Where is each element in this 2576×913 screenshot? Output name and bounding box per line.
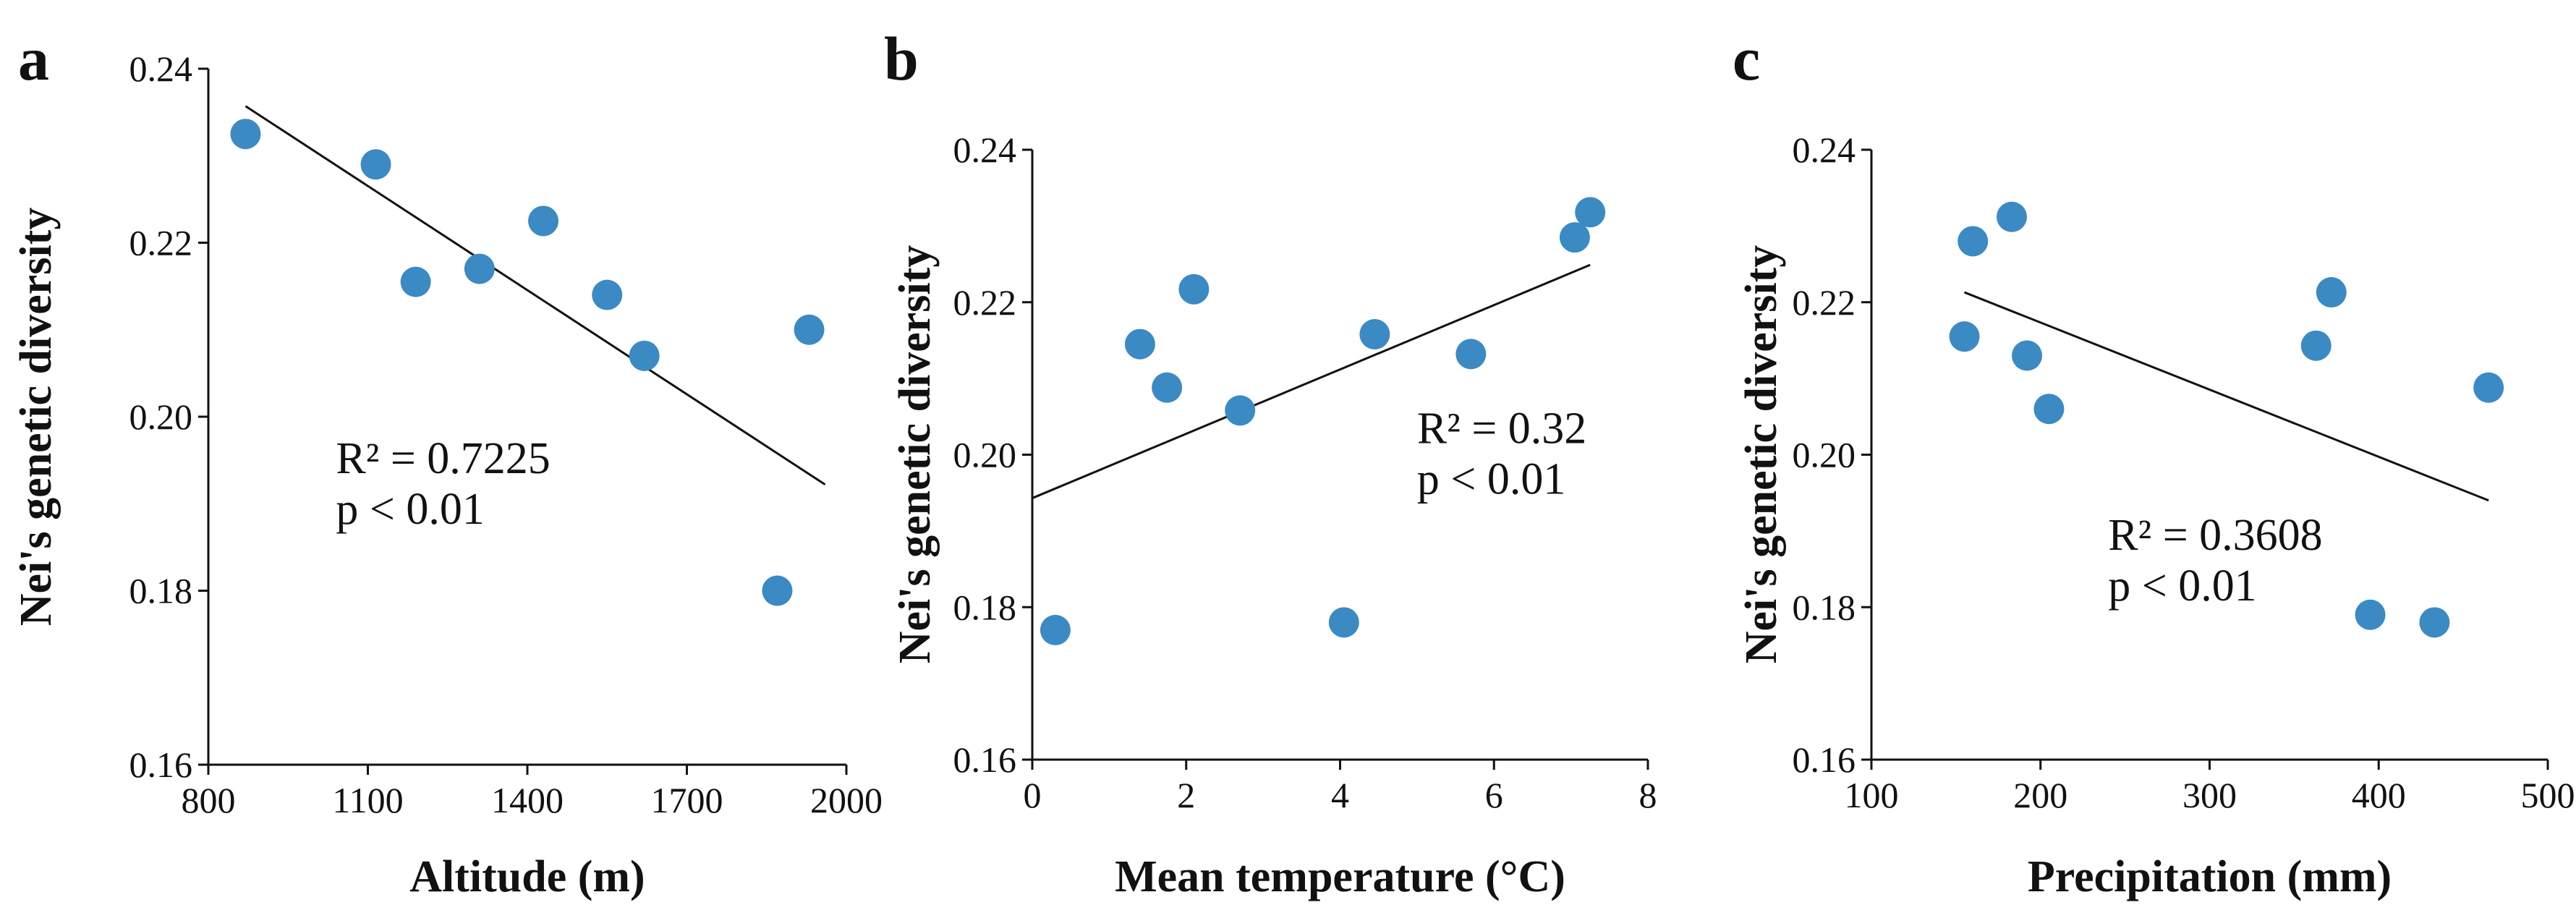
y-tick-label: 0.16 [129, 744, 193, 785]
data-point [1328, 607, 1359, 638]
x-tick-label: 100 [1845, 775, 1899, 815]
p-value-label: p < 0.01 [1417, 455, 1565, 504]
data-point [2355, 599, 2386, 630]
x-axis-title: Altitude (m) [409, 852, 645, 901]
x-tick-label: 2 [1177, 775, 1195, 815]
x-axis-title: Precipitation (mm) [2028, 852, 2392, 901]
y-tick-label: 0.22 [953, 282, 1017, 323]
data-point [360, 149, 391, 180]
data-point [1225, 395, 1256, 426]
r-squared-label: R² = 0.3608 [2108, 511, 2322, 560]
data-point [1957, 226, 1989, 257]
data-point [762, 575, 793, 606]
data-point [528, 205, 559, 237]
data-point [629, 340, 660, 371]
y-axis-title: Nei's genetic diversity [12, 208, 61, 627]
data-point [1559, 222, 1590, 253]
data-point [464, 253, 495, 284]
data-point [2033, 394, 2065, 425]
p-value-label: p < 0.01 [2108, 561, 2256, 611]
r-squared-label: R² = 0.7225 [336, 434, 550, 483]
x-axis-title: Mean temperature (°C) [1115, 852, 1565, 901]
data-point [2316, 277, 2347, 308]
data-point [1040, 614, 1071, 645]
data-point [1152, 372, 1183, 403]
data-point [1455, 339, 1487, 370]
data-point [794, 314, 825, 345]
x-tick-label: 1400 [491, 780, 564, 820]
data-point [1178, 273, 1210, 305]
x-tick-label: 2000 [810, 780, 883, 820]
y-tick-label: 0.18 [953, 587, 1017, 627]
y-tick-label: 0.16 [1793, 739, 1856, 780]
x-tick-label: 6 [1485, 775, 1503, 815]
x-tick-label: 300 [2182, 775, 2237, 815]
x-tick-label: 200 [2013, 775, 2067, 815]
panel-b: b 0.16 0.18 0.20 0.22 0.24 0 2 4 6 8 Mean temperatu… [884, 24, 1657, 901]
x-tick-label: 4 [1331, 775, 1349, 815]
data-point [230, 119, 261, 150]
data-point [1997, 201, 2028, 232]
x-tick-label: 500 [2521, 775, 2575, 815]
x-tick-label: 400 [2352, 775, 2406, 815]
y-tick-label: 0.24 [953, 129, 1017, 170]
trend-line [1964, 291, 2489, 502]
data-point [592, 279, 623, 310]
y-axis-title: Nei's genetic diversity [1737, 245, 1786, 664]
data-point [400, 266, 431, 297]
data-point [2012, 340, 2043, 371]
y-tick-label: 0.22 [1793, 282, 1856, 323]
panel-letter: a [18, 24, 49, 93]
data-point [2473, 372, 2504, 403]
y-tick-label: 0.24 [1793, 129, 1856, 170]
y-tick-label: 0.20 [129, 396, 193, 437]
y-tick-label: 0.18 [1793, 587, 1856, 627]
x-tick-label: 0 [1024, 775, 1042, 815]
p-value-label: p < 0.01 [336, 485, 484, 534]
x-tick-label: 1700 [651, 780, 723, 820]
panel-c: c 0.16 0.18 0.20 0.22 0.24 100 200 300 400 500 Prec… [1733, 24, 2575, 901]
data-point [1575, 197, 1606, 228]
y-tick-label: 0.20 [953, 435, 1017, 475]
y-tick-label: 0.20 [1793, 435, 1856, 475]
x-tick-label: 1100 [332, 780, 403, 820]
panel-letter: c [1733, 24, 1760, 93]
data-point [2419, 607, 2450, 638]
y-tick-label: 0.24 [129, 48, 193, 89]
panel-a: a 0.16 0.18 0.20 0.22 0.24 800 1100 1400 1700 2000… [12, 24, 883, 901]
x-tick-label: 800 [182, 780, 236, 820]
data-point [2300, 330, 2331, 361]
x-tick-label: 8 [1639, 775, 1657, 815]
y-tick-label: 0.18 [129, 571, 193, 611]
panel-letter: b [884, 24, 919, 93]
y-axis-title: Nei's genetic diversity [890, 245, 940, 664]
trend-line [1032, 263, 1591, 499]
data-point [1949, 321, 1980, 352]
y-tick-label: 0.16 [953, 739, 1017, 780]
data-point [1359, 319, 1390, 350]
trend-line [245, 105, 826, 486]
r-squared-label: R² = 0.32 [1417, 404, 1586, 454]
y-tick-label: 0.22 [129, 223, 193, 263]
data-point [1124, 328, 1155, 360]
